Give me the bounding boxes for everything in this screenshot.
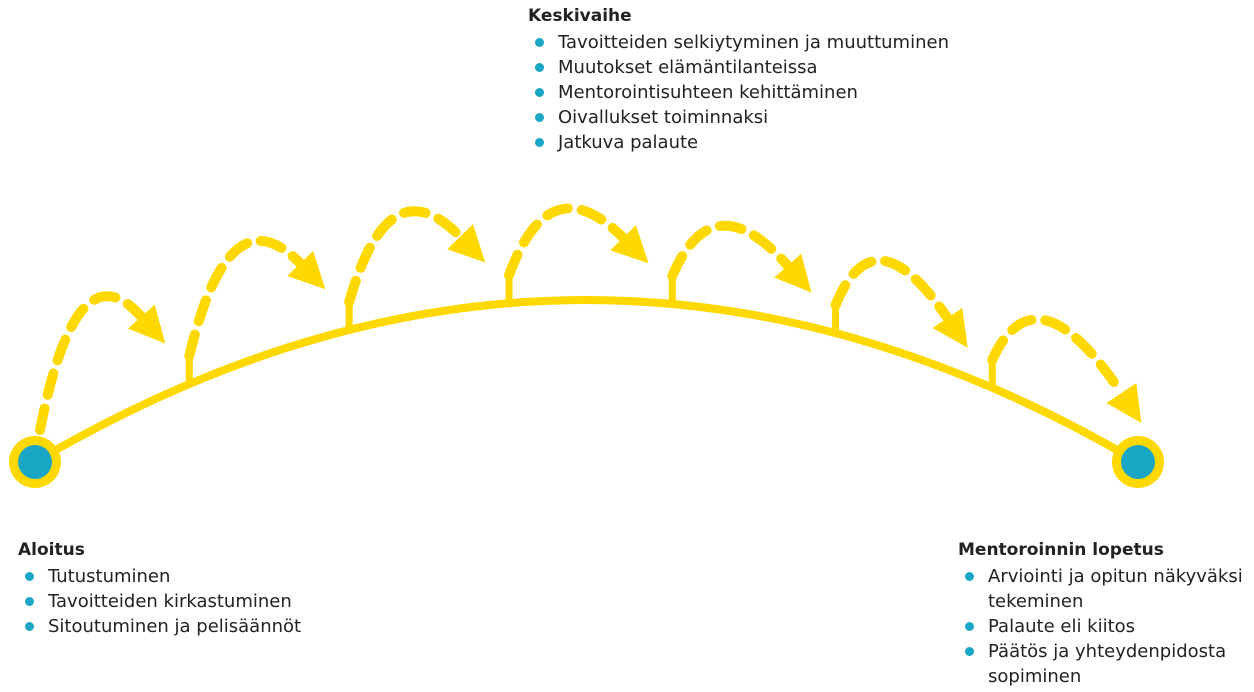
- arrow-head: [287, 250, 326, 290]
- start-block: Aloitus Tutustuminen Tavoitteiden kirkast…: [18, 540, 301, 639]
- list-item: Päätös ja yhteydenpidosta sopiminen: [958, 639, 1252, 689]
- list-item: Tavoitteiden selkiytyminen ja muuttumine…: [528, 30, 949, 55]
- list-item: Oivallukset toiminnaksi: [528, 105, 949, 130]
- list-item: Mentorointisuhteen kehittäminen: [528, 80, 949, 105]
- hop-arrow: [504, 203, 629, 281]
- middle-list: Tavoitteiden selkiytyminen ja muuttumine…: [528, 30, 949, 155]
- start-title: Aloitus: [18, 540, 85, 560]
- list-item: Tavoitteiden kirkastuminen: [18, 589, 301, 614]
- end-list: Arviointi ja opitun näkyväksi tekeminen P…: [958, 564, 1252, 689]
- list-item: Muutokset elämäntilanteissa: [528, 55, 949, 80]
- list-item: Tutustuminen: [18, 564, 301, 589]
- arc: [32, 296, 1141, 466]
- arrow-head: [127, 304, 166, 344]
- end-block: Mentoroinnin lopetus Arviointi ja opitun…: [958, 540, 1252, 689]
- hop-arrow: [667, 220, 793, 281]
- middle-block: Keskivaihe Tavoitteiden selkiytyminen ja…: [528, 6, 949, 155]
- arrow-head: [774, 253, 812, 293]
- middle-title: Keskivaihe: [528, 6, 632, 26]
- arrow-head: [610, 224, 649, 264]
- hop-arrow: [35, 291, 147, 435]
- list-item: Arviointi ja opitun näkyväksi tekeminen: [958, 564, 1252, 614]
- end-node-inner: [1121, 445, 1155, 479]
- hop-arrow: [987, 314, 1127, 399]
- end-title: Mentoroinnin lopetus: [958, 540, 1164, 560]
- list-item: Sitoutuminen ja pelisäännöt: [18, 614, 301, 639]
- arrow-head: [932, 307, 968, 348]
- hop-arrow: [830, 255, 953, 323]
- arrow-head: [1106, 383, 1142, 423]
- start-node-inner: [18, 445, 52, 479]
- list-item: Palaute eli kiitos: [958, 614, 1252, 639]
- start-list: Tutustuminen Tavoitteiden kirkastuminen Si…: [18, 564, 301, 639]
- hop-arrow: [184, 235, 306, 361]
- arrow-head: [447, 224, 486, 263]
- hop-arrow: [344, 206, 466, 307]
- list-item: Jatkuva palaute: [528, 130, 949, 155]
